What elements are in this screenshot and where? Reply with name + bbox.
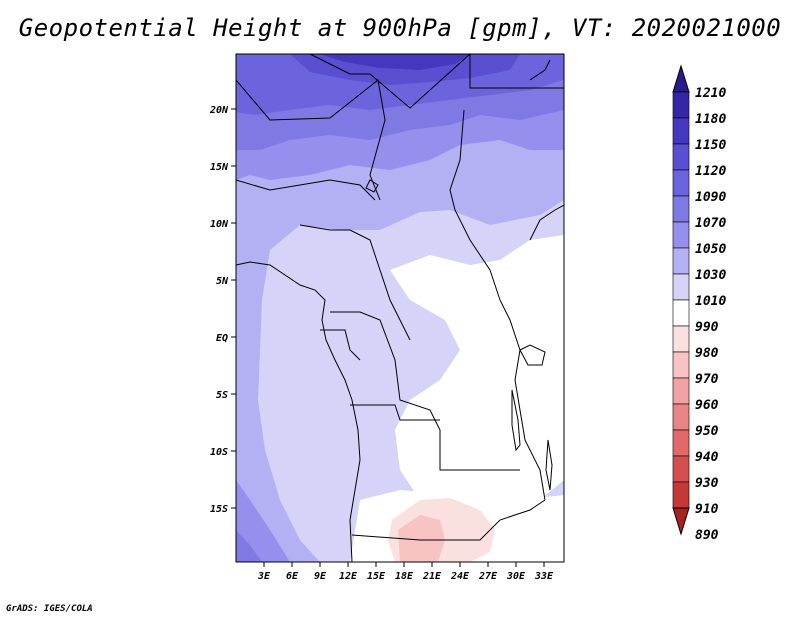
lon-ticks: 3E 6E 9E 12E 15E 18E 21E 24E 27E 30E 33E: [257, 562, 554, 582]
map-frame: [235, 53, 565, 563]
colorbar-label: 970: [695, 372, 719, 387]
lat-tick-label: 5S: [216, 390, 228, 401]
colorbar-swatch: [672, 143, 690, 171]
lat-tick-label: 15S: [210, 504, 228, 515]
chart-title: Geopotential Height at 900hPa [gpm], VT:…: [18, 14, 782, 42]
border-north-1: [309, 54, 471, 109]
contour-990-central: [390, 235, 564, 505]
colorbar-label: 930: [695, 476, 719, 491]
border-angola: [350, 404, 440, 421]
border-chad-sudan: [449, 109, 501, 301]
colorbar-label: 1010: [695, 294, 726, 309]
colorbar-swatch: [672, 195, 690, 223]
colorbar-label: 950: [695, 424, 719, 439]
contour-1050-west: [236, 54, 564, 562]
red-sea-coast: [529, 59, 551, 81]
colorbar-swatch: [672, 403, 690, 431]
lat-tick-label: EQ: [216, 333, 228, 344]
colorbar-label: 1180: [695, 112, 726, 127]
colorbar-top-arrow: [672, 64, 690, 93]
lon-tick-label: 18E: [395, 571, 414, 582]
colorbar: 1210 1180 1150 1120 1090 1070 1050 1030 1010 990 9…: [672, 64, 726, 543]
colorbar-swatch: [672, 351, 690, 379]
lake-tanganyika: [511, 389, 521, 452]
colorbar-swatch: [672, 429, 690, 457]
colorbar-swatch: [672, 299, 690, 327]
border-east-2: [529, 204, 564, 241]
colorbar-label: 990: [695, 320, 719, 335]
colorbar-swatch: [672, 455, 690, 483]
grads-credit: GrADS: IGES/COLA: [6, 604, 93, 614]
lon-tick-label: 27E: [478, 571, 498, 582]
lon-tick-label: 21E: [422, 571, 442, 582]
lat-tick-label: 15N: [210, 162, 229, 173]
border-congo: [330, 311, 520, 471]
colorbar-label: 940: [695, 450, 719, 465]
colorbar-label: 1070: [695, 216, 726, 231]
lon-tick-label: 3E: [257, 571, 271, 582]
colorbar-label: 890: [695, 528, 719, 543]
lake-malawi: [545, 439, 553, 491]
border-egypt: [469, 54, 564, 89]
colorbar-label: 1090: [695, 190, 726, 205]
lon-tick-label: 12E: [339, 571, 358, 582]
colorbar-label: 1050: [695, 242, 726, 257]
contour-field: [236, 54, 564, 562]
colorbar-label: 1030: [695, 268, 726, 283]
colorbar-swatch: [672, 481, 690, 509]
colorbar-swatch: [672, 247, 690, 275]
colorbar-swatch: [672, 377, 690, 405]
colorbar-swatch: [672, 169, 690, 197]
contour-1050-sw: [236, 480, 290, 562]
lat-tick-label: 10S: [210, 447, 228, 458]
lon-tick-label: 9E: [314, 571, 327, 582]
colorbar-swatch: [672, 117, 690, 145]
border-east: [499, 299, 546, 501]
lake-victoria: [519, 344, 546, 366]
lon-tick-label: 24E: [450, 571, 470, 582]
colorbar-label: 980: [695, 346, 719, 361]
border-gabon: [320, 329, 361, 361]
border-north-2: [236, 79, 386, 201]
colorbar-swatch: [672, 91, 690, 119]
lat-tick-label: 10N: [210, 219, 229, 230]
border-nigeria-cameroon: [299, 224, 411, 341]
lat-tick-label: 5N: [216, 276, 229, 287]
lat-ticks: 20N 15N 10N 5N EQ 5S 10S 15S: [209, 105, 236, 515]
colorbar-bottom-arrow: [672, 507, 690, 536]
colorbar-label: 960: [695, 398, 719, 413]
lon-tick-label: 30E: [506, 571, 526, 582]
colorbar-label: 1120: [695, 164, 726, 179]
colorbar-swatch: [672, 325, 690, 353]
lat-tick-label: 20N: [209, 105, 229, 116]
colorbar-label: 910: [695, 502, 719, 517]
africa-west-coast: [236, 261, 361, 562]
lake-chad: [365, 179, 379, 193]
contour-1180: [320, 54, 470, 70]
border-south: [351, 499, 546, 541]
lon-tick-label: 6E: [286, 571, 299, 582]
contour-970: [398, 515, 445, 562]
colorbar-swatch: [672, 221, 690, 249]
colorbar-label: 1210: [695, 86, 726, 101]
lon-tick-label: 15E: [367, 571, 386, 582]
coastlines: [236, 54, 564, 562]
colorbar-swatch: [672, 273, 690, 301]
lon-tick-label: 33E: [534, 571, 554, 582]
border-west-1: [236, 179, 376, 201]
colorbar-label: 1150: [695, 138, 726, 153]
contour-1070-sw: [236, 530, 262, 562]
